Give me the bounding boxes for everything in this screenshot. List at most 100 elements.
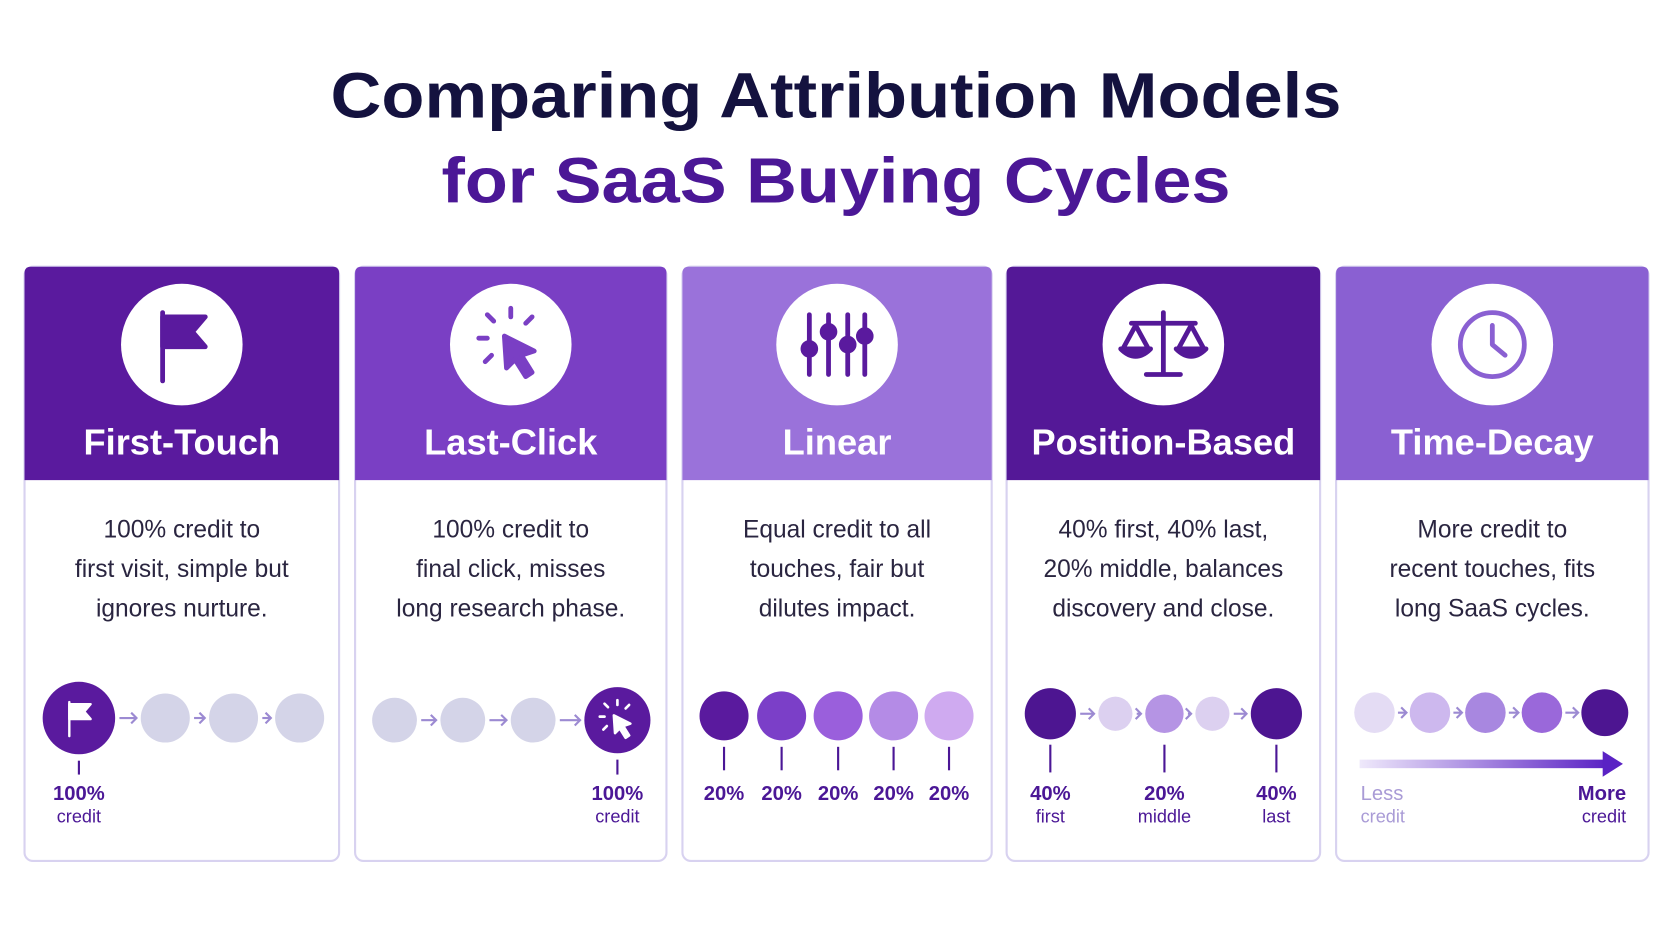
card-description: 100% credit to [432, 517, 589, 544]
touch-dot [1024, 688, 1076, 740]
card-description: long research phase. [396, 596, 625, 623]
credit-value: 40% [1256, 783, 1297, 805]
spark [602, 724, 609, 731]
touch-dot [1250, 688, 1302, 740]
touch-arrow-head [1455, 706, 1464, 719]
title-line-1: Comparing Attribution Models [331, 59, 1342, 131]
title-line-2: for SaaS Buying Cycles [441, 145, 1230, 217]
icon [800, 312, 874, 377]
card-name: Last-Click [424, 421, 598, 462]
icon [160, 310, 208, 384]
card-name: First-Touch [83, 421, 280, 462]
touch-dot [372, 697, 417, 743]
touch-dot [510, 697, 556, 743]
touch-dot [140, 693, 190, 743]
cursor [501, 333, 537, 380]
touch-dot [757, 691, 807, 741]
credit-caption: first [1036, 807, 1065, 827]
card-description: final click, misses [416, 556, 605, 583]
credit-value: 20% [1144, 783, 1185, 805]
touch-dot [1145, 694, 1184, 733]
touch-arrow-head [1400, 706, 1408, 719]
touch-dot [1354, 692, 1395, 733]
card-name: Time-Decay [1391, 421, 1594, 462]
clock [1457, 310, 1527, 380]
credit-caption: last [1262, 807, 1290, 827]
card-description: Equal credit to all [743, 517, 931, 544]
credit-value: 40% [1030, 783, 1071, 805]
knob [838, 335, 857, 354]
icon [476, 305, 537, 380]
credit-value: 20% [818, 783, 859, 805]
touch-arrow-head [1512, 706, 1520, 719]
icon-circle [776, 283, 898, 406]
touch-arrow-head [430, 714, 438, 727]
credit-caption: credit [595, 807, 639, 827]
credit-caption: credit [1582, 807, 1626, 827]
card-description: 40% first, 40% last, [1058, 517, 1268, 544]
icon [1457, 310, 1527, 380]
touch-arrow-head [264, 711, 273, 725]
card-description: 20% middle, balances [1043, 556, 1283, 583]
card-description: long SaaS cycles. [1395, 596, 1590, 623]
credit-caption: middle [1138, 807, 1191, 827]
card-description: More credit to [1417, 517, 1567, 544]
knob [819, 323, 838, 341]
card-description: recent touches, fits [1389, 556, 1595, 583]
knob [855, 327, 874, 345]
credit-value: 20% [929, 783, 970, 805]
credit-value: 100% [53, 783, 105, 805]
touch-dot [1581, 689, 1629, 737]
touch-dot [869, 691, 919, 741]
credit-value: 20% [873, 783, 914, 805]
touch-dot [1465, 692, 1506, 733]
touch-dot [813, 691, 863, 741]
card-description: dilutes impact. [759, 596, 916, 623]
decay-arrow-head [1602, 751, 1623, 777]
card-name: Linear [783, 421, 892, 462]
card-description: discovery and close. [1052, 596, 1274, 623]
cursor [612, 714, 632, 740]
spark [523, 314, 535, 326]
spark [482, 352, 494, 365]
hands [1489, 323, 1508, 358]
card-description: first visit, simple but [75, 556, 289, 583]
credit-caption: credit [1361, 807, 1405, 827]
spark [603, 702, 610, 709]
credit-value: 100% [592, 783, 644, 805]
icon [598, 698, 632, 740]
touch-arrow-head [573, 714, 582, 727]
knob [800, 340, 819, 358]
touch-dot [440, 697, 486, 743]
touch-arrow-head [198, 711, 207, 725]
touch-arrow-head [1185, 707, 1193, 720]
icon [1118, 310, 1209, 377]
touch-arrow-head [130, 711, 138, 725]
touch-arrow-head [1572, 706, 1580, 719]
flag [68, 702, 92, 721]
decay-arrow [1359, 759, 1607, 769]
credit-value: 20% [704, 783, 745, 805]
flag [160, 314, 208, 350]
touch-dot [699, 691, 749, 741]
touch-dot [1195, 696, 1230, 731]
card-name: Position-Based [1031, 421, 1295, 462]
touch-dot [1521, 692, 1563, 733]
pan-bowl [1173, 346, 1209, 359]
icon [68, 700, 92, 738]
card-description: ignores nurture. [96, 596, 268, 623]
credit-caption: credit [57, 807, 101, 827]
touch-dot [924, 691, 974, 741]
touch-dot [209, 693, 259, 743]
touch-arrow-head [1087, 707, 1096, 720]
credit-value: More [1578, 783, 1626, 805]
touch-dot [1098, 696, 1133, 731]
pan-bowl [1118, 346, 1153, 359]
credit-value: 20% [761, 783, 802, 805]
touch-dot [1409, 692, 1451, 733]
spark [484, 312, 497, 324]
touch-dot [275, 693, 325, 743]
card-description: touches, fair but [750, 556, 925, 583]
